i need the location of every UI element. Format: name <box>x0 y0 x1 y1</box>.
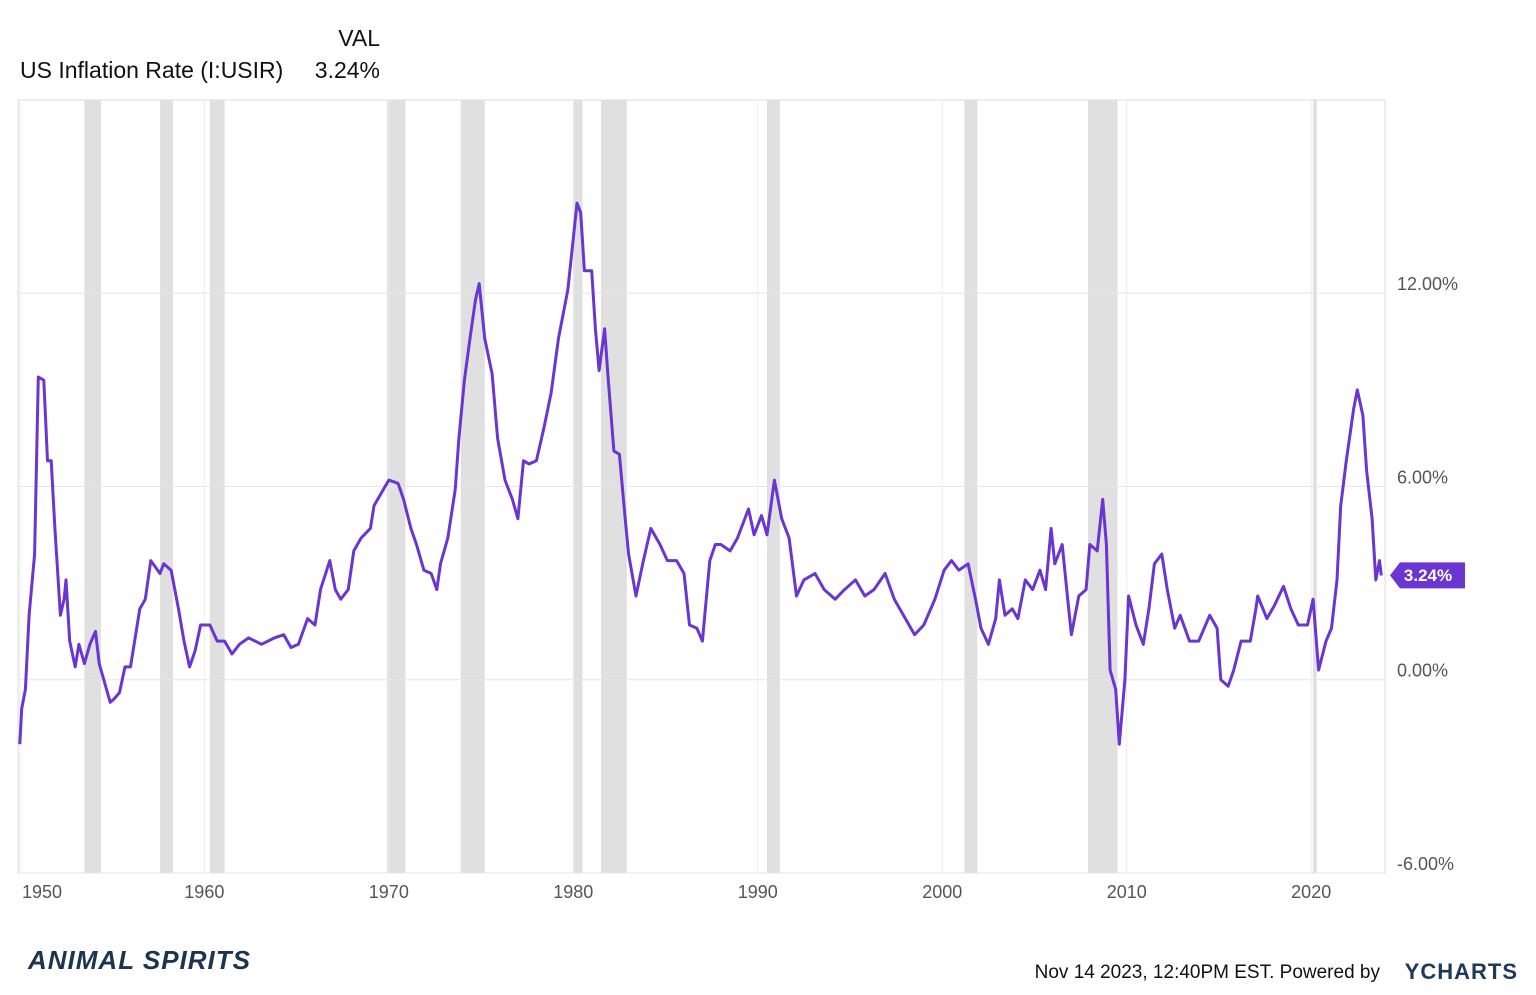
x-tick-label: 2020 <box>1291 882 1331 902</box>
x-tick-label: 1960 <box>184 882 224 902</box>
y-tick-label: 0.00% <box>1397 661 1448 681</box>
column-header: VAL <box>338 25 380 51</box>
x-tick-label: 1980 <box>553 882 593 902</box>
plot-area <box>17 99 1386 874</box>
y-tick-label: 12.00% <box>1397 274 1458 294</box>
timestamp: Nov 14 2023, 12:40PM EST. Powered by <box>1035 962 1381 983</box>
current-value-tag <box>1390 562 1465 589</box>
x-tick-label: 2000 <box>922 882 962 902</box>
brand: YCHARTS <box>1405 959 1518 984</box>
current-value-tag-label: 3.24% <box>1404 566 1452 585</box>
series-line <box>18 201 1383 746</box>
x-tick-label: 1970 <box>369 882 409 902</box>
x-tick-label: 1990 <box>738 882 778 902</box>
current-value: 3.24% <box>315 57 380 83</box>
y-tick-label: 6.00% <box>1397 467 1448 487</box>
y-tick-label: -6.00% <box>1397 854 1454 874</box>
logo: ANIMAL SPIRITS <box>27 945 251 975</box>
series-name: US Inflation Rate (I:USIR) <box>20 57 283 83</box>
x-tick-label: 2010 <box>1107 882 1147 902</box>
x-tick-label: 1950 <box>22 882 62 902</box>
